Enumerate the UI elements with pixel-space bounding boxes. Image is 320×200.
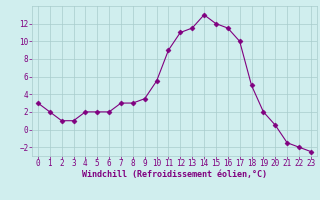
X-axis label: Windchill (Refroidissement éolien,°C): Windchill (Refroidissement éolien,°C) [82, 170, 267, 179]
